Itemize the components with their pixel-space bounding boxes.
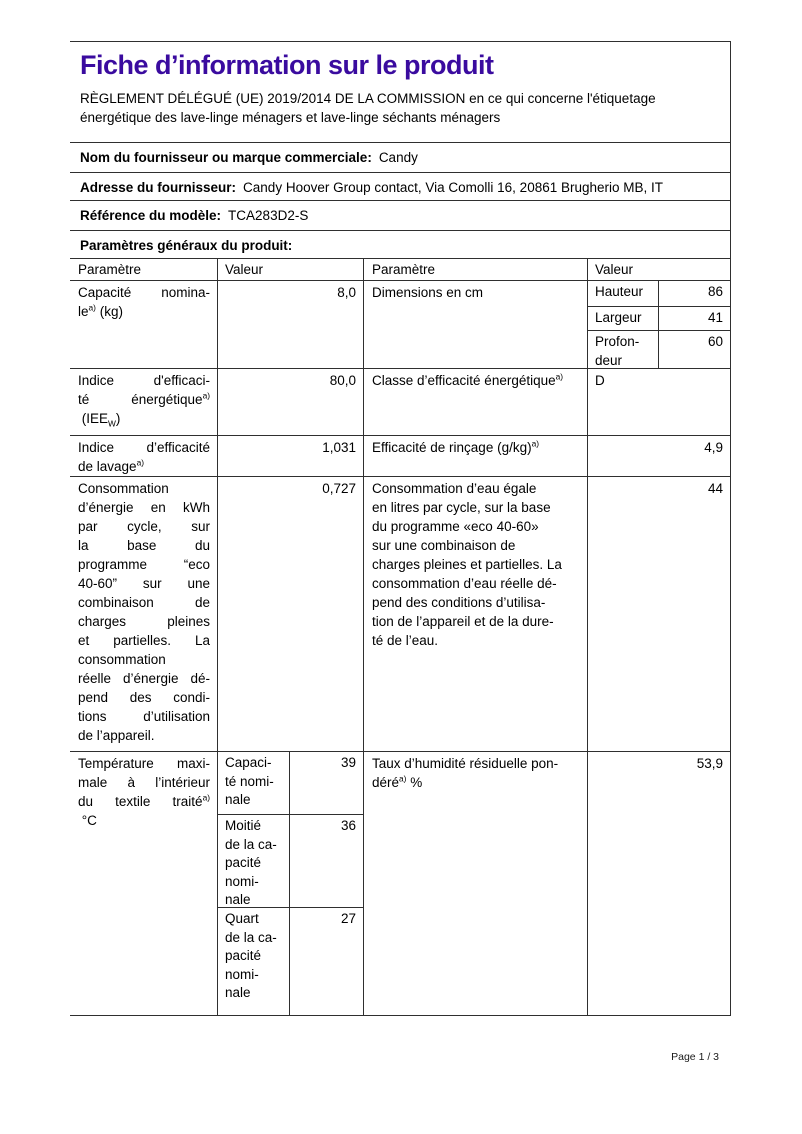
title-block: Fiche d’information sur le produit RÈGLE…: [70, 42, 730, 143]
table-row-energy-consumption: Consommation d’énergie en kWh par cycle, s…: [70, 477, 730, 752]
eei-value: 80,0: [217, 369, 363, 435]
address-row: Adresse du fournisseur: Candy Hoover Grou…: [70, 173, 730, 201]
col-header-value-2: Valeur: [587, 259, 730, 280]
model-row: Référence du modèle: TCA283D2-S: [70, 201, 730, 231]
residual-humidity-param: Taux d’humidité résiduelle pon-déréa) %: [363, 752, 587, 1015]
general-section-title: Paramètres généraux du produit:: [80, 238, 293, 253]
page-number: Page 1 / 3: [671, 1051, 719, 1063]
energy-consumption-value: 0,727: [217, 477, 363, 751]
temp-row-rated-capacity: Capaci-té nomi-nale 39: [218, 752, 363, 814]
rinsing-value: 4,9: [587, 436, 730, 476]
capacity-param: Capacité nomina-lea) (kg): [78, 285, 210, 319]
dimensions-subtable: Hauteur 86 Largeur 41 Profon-deur 60: [587, 281, 730, 368]
dimensions-param: Dimensions en cm: [363, 281, 587, 368]
page-title: Fiche d’information sur le produit: [80, 50, 494, 80]
dimension-row-width: Largeur 41: [588, 306, 730, 330]
energy-consumption-param: Consommation d’énergie en kWh par cycle, s…: [78, 481, 210, 743]
temp-value: 27: [289, 908, 363, 1015]
temp-row-quarter-capacity: Quart de la ca-pacité nomi-nale 27: [218, 907, 363, 1015]
regulation-text: RÈGLEMENT DÉLÉGUÉ (UE) 2019/2014 DE LA C…: [80, 91, 656, 125]
dimension-row-height: Hauteur 86: [588, 281, 730, 306]
temp-label: Quart de la ca-pacité nomi-nale: [225, 911, 277, 1001]
energy-class-value: D: [587, 369, 730, 435]
dimension-label: Hauteur: [595, 284, 644, 299]
temp-label: Moitié de la ca-pacité nomi-nale: [225, 818, 277, 907]
model-value: TCA283D2-S: [228, 208, 309, 223]
supplier-row: Nom du fournisseur ou marque commerciale…: [70, 143, 730, 173]
capacity-value: 8,0: [217, 281, 363, 368]
parameters-table: Paramètre Valeur Paramètre Valeur Capaci…: [70, 259, 730, 1016]
temp-label: Capaci-té nomi-nale: [225, 755, 274, 808]
table-row-eei: Indice d'efficaci-té énergétiquea) (IEEW…: [70, 369, 730, 436]
dimension-label: Largeur: [595, 310, 642, 325]
dimension-row-depth: Profon-deur 60: [588, 330, 730, 368]
table-header-row: Paramètre Valeur Paramètre Valeur: [70, 259, 730, 281]
col-header-param-2: Paramètre: [363, 259, 587, 280]
address-value: Candy Hoover Group contact, Via Comolli …: [243, 180, 664, 195]
temp-value: 36: [289, 815, 363, 907]
water-consumption-param: Consommation d’eau égale en litres par cy…: [363, 477, 587, 751]
table-row-capacity: Capacité nomina-lea) (kg) 8,0 Dimensions…: [70, 281, 730, 369]
general-section-row: Paramètres généraux du produit:: [70, 231, 730, 259]
model-label: Référence du modèle:: [80, 208, 222, 223]
col-header-param-1: Paramètre: [78, 262, 142, 277]
table-row-washing-index: Indice d’efficacité de lavagea) 1,031 Eff…: [70, 436, 730, 477]
rinsing-param: Efficacité de rinçage (g/kg)a): [363, 436, 587, 476]
supplier-label: Nom du fournisseur ou marque commerciale…: [80, 150, 372, 165]
eei-param: Indice d'efficaci-té énergétiquea) (IEEW…: [78, 373, 210, 429]
residual-humidity-value: 53,9: [587, 752, 730, 1015]
dimension-label: Profon-deur: [595, 334, 640, 368]
water-consumption-value: 44: [587, 477, 730, 751]
energy-class-param: Classe d’efficacité énergétiquea): [363, 369, 587, 435]
washing-index-param: Indice d’efficacité de lavagea): [78, 440, 210, 474]
supplier-value: Candy: [378, 150, 418, 165]
product-fiche: Fiche d’information sur le produit RÈGLE…: [70, 41, 731, 1016]
address-label: Adresse du fournisseur:: [80, 180, 237, 195]
dimension-value: 86: [658, 281, 730, 306]
dimension-value: 41: [658, 307, 730, 330]
table-row-temperature: Température maxi-male à l’intérieur du te…: [70, 752, 730, 1016]
col-header-value-1: Valeur: [217, 259, 363, 280]
washing-index-value: 1,031: [217, 436, 363, 476]
temp-row-half-capacity: Moitié de la ca-pacité nomi-nale 36: [218, 814, 363, 907]
dimension-value: 60: [658, 331, 730, 368]
temp-value: 39: [289, 752, 363, 814]
temperature-subtable: Capaci-té nomi-nale 39 Moitié de la ca-pa…: [217, 752, 363, 1015]
temperature-param: Température maxi-male à l’intérieur du te…: [78, 756, 210, 828]
